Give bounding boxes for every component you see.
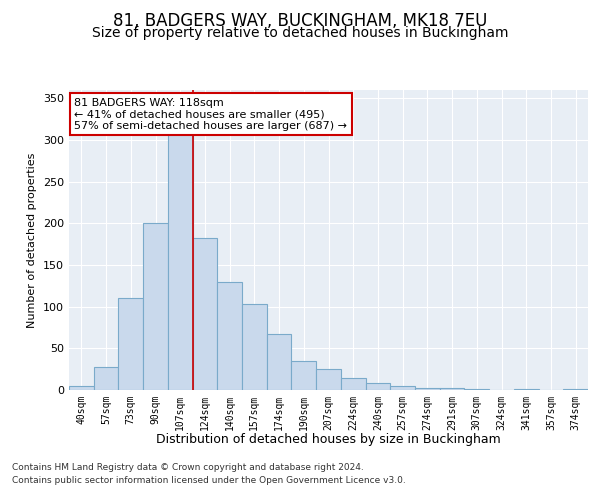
Bar bbox=[563, 389, 588, 390]
Text: Size of property relative to detached houses in Buckingham: Size of property relative to detached ho… bbox=[92, 26, 508, 40]
Bar bbox=[193, 238, 217, 390]
Text: 81, BADGERS WAY, BUCKINGHAM, MK18 7EU: 81, BADGERS WAY, BUCKINGHAM, MK18 7EU bbox=[113, 12, 487, 30]
Bar bbox=[168, 115, 193, 390]
Bar bbox=[341, 378, 365, 390]
Bar bbox=[94, 366, 118, 390]
Bar bbox=[242, 304, 267, 390]
Text: 81 BADGERS WAY: 118sqm
← 41% of detached houses are smaller (495)
57% of semi-de: 81 BADGERS WAY: 118sqm ← 41% of detached… bbox=[74, 98, 347, 130]
Y-axis label: Number of detached properties: Number of detached properties bbox=[28, 152, 37, 328]
Bar bbox=[514, 389, 539, 390]
Text: Distribution of detached houses by size in Buckingham: Distribution of detached houses by size … bbox=[157, 432, 501, 446]
Bar bbox=[292, 361, 316, 390]
Bar bbox=[69, 386, 94, 390]
Text: Contains HM Land Registry data © Crown copyright and database right 2024.: Contains HM Land Registry data © Crown c… bbox=[12, 462, 364, 471]
Bar bbox=[440, 388, 464, 390]
Bar bbox=[390, 386, 415, 390]
Bar bbox=[118, 298, 143, 390]
Text: Contains public sector information licensed under the Open Government Licence v3: Contains public sector information licen… bbox=[12, 476, 406, 485]
Bar bbox=[267, 334, 292, 390]
Bar bbox=[365, 384, 390, 390]
Bar bbox=[217, 282, 242, 390]
Bar bbox=[464, 389, 489, 390]
Bar bbox=[316, 369, 341, 390]
Bar bbox=[415, 388, 440, 390]
Bar bbox=[143, 224, 168, 390]
